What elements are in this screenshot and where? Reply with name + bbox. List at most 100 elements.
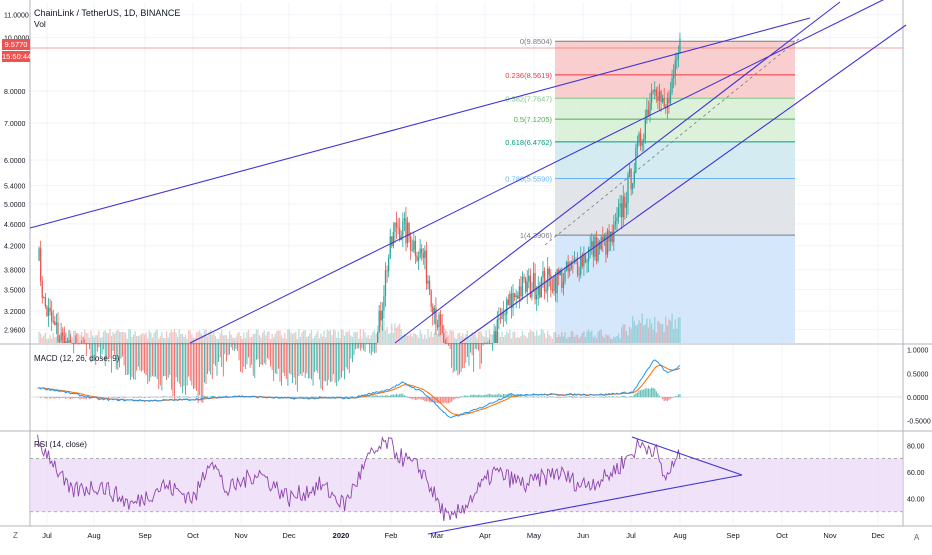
- candle-body: [319, 343, 320, 344]
- candle-body: [264, 343, 265, 344]
- volume-bar: [260, 338, 261, 343]
- volume-bar: [435, 330, 436, 343]
- volume-bar: [586, 331, 587, 343]
- candle-body: [134, 343, 135, 344]
- candle-body: [327, 343, 328, 344]
- candle-body: [364, 343, 365, 344]
- volume-bar: [349, 330, 350, 343]
- volume-bar: [372, 332, 373, 343]
- candle-body: [94, 343, 95, 344]
- candle-body: [260, 343, 261, 344]
- macd-histogram-bar: [119, 397, 120, 398]
- candle-body: [391, 236, 392, 245]
- macd-histogram-bar: [476, 395, 477, 397]
- volume-bar: [601, 329, 602, 343]
- candle-body: [259, 343, 260, 344]
- candle-body: [360, 343, 361, 344]
- candle-body: [577, 262, 578, 275]
- macd-histogram-bar: [602, 397, 603, 398]
- candle-body: [323, 343, 324, 344]
- volume-bar: [308, 336, 309, 343]
- candle-body: [405, 218, 406, 243]
- volume-bar: [561, 332, 562, 343]
- auto-scale-button[interactable]: A: [914, 533, 919, 542]
- macd-histogram-bar: [40, 397, 41, 398]
- macd-histogram-bar: [185, 397, 186, 398]
- macd-histogram-bar: [486, 395, 487, 398]
- volume-bar: [128, 329, 129, 343]
- volume-bar: [505, 335, 506, 343]
- volume-bar: [530, 330, 531, 343]
- candle-body: [177, 343, 178, 344]
- macd-histogram-bar: [157, 397, 158, 398]
- volume-bar: [509, 330, 510, 343]
- time-tick-label: Aug: [673, 531, 686, 540]
- candle-body: [553, 276, 554, 291]
- candle-body: [634, 172, 635, 183]
- candle-body: [473, 343, 474, 344]
- candle-body: [396, 223, 397, 227]
- candle-body: [454, 343, 455, 344]
- macd-histogram-bar: [413, 397, 414, 399]
- volume-bar: [251, 337, 252, 343]
- candle-body: [612, 232, 613, 243]
- candle-body: [662, 98, 663, 102]
- volume-bar: [273, 337, 274, 343]
- candle-body: [53, 321, 54, 322]
- macd-histogram-bar: [72, 397, 73, 399]
- rsi-tick-label: 40.00: [907, 496, 925, 503]
- candle-body: [555, 276, 556, 294]
- candle-body: [301, 343, 302, 344]
- candle-body: [673, 75, 674, 78]
- volume-bar: [638, 320, 639, 343]
- macd-histogram-bar: [490, 394, 491, 397]
- volume-bar: [199, 330, 200, 343]
- volume-bar: [419, 330, 420, 343]
- macd-histogram-bar: [634, 394, 635, 397]
- candle-body: [371, 343, 372, 344]
- candle-body: [356, 343, 357, 344]
- macd-tick-label: 0.0000: [907, 395, 929, 402]
- macd-histogram-bar: [443, 397, 444, 403]
- macd-histogram-bar: [412, 397, 413, 399]
- candle-body: [253, 343, 254, 344]
- candle-body: [505, 314, 506, 315]
- candle-body: [654, 90, 655, 92]
- macd-histogram-bar: [558, 397, 559, 398]
- volume-bar: [612, 339, 613, 343]
- volume-bar: [149, 331, 150, 343]
- candle-body: [468, 343, 469, 344]
- volume-bar: [585, 337, 586, 343]
- volume-bar: [179, 329, 180, 343]
- volume-bar: [112, 332, 113, 343]
- macd-histogram-bar: [503, 394, 504, 397]
- macd-histogram-bar: [64, 397, 65, 398]
- candle-body: [120, 343, 121, 344]
- volume-bar: [294, 333, 295, 343]
- volume-bar: [160, 336, 161, 343]
- zoom-button[interactable]: Z: [13, 531, 18, 540]
- candle-body: [144, 343, 145, 344]
- fib-zone: [555, 142, 795, 179]
- volume-bar: [253, 334, 254, 343]
- candle-body: [607, 231, 608, 255]
- candle-body: [616, 218, 617, 222]
- macd-tick-label: 0.5000: [907, 371, 929, 378]
- candle-body: [492, 343, 493, 344]
- macd-histogram-bar: [533, 396, 534, 397]
- candle-body: [290, 343, 291, 344]
- volume-bar: [275, 334, 276, 343]
- candle-body: [582, 256, 583, 266]
- macd-histogram-bar: [426, 397, 427, 402]
- candle-body: [506, 299, 507, 314]
- macd-histogram-bar: [54, 397, 55, 399]
- candle-body: [303, 343, 304, 344]
- macd-histogram-bar: [53, 397, 54, 398]
- macd-histogram-bar: [569, 396, 570, 397]
- candle-body: [242, 343, 243, 344]
- volume-bar: [213, 332, 214, 343]
- volume-bar: [185, 335, 186, 343]
- macd-histogram-bar: [45, 397, 46, 398]
